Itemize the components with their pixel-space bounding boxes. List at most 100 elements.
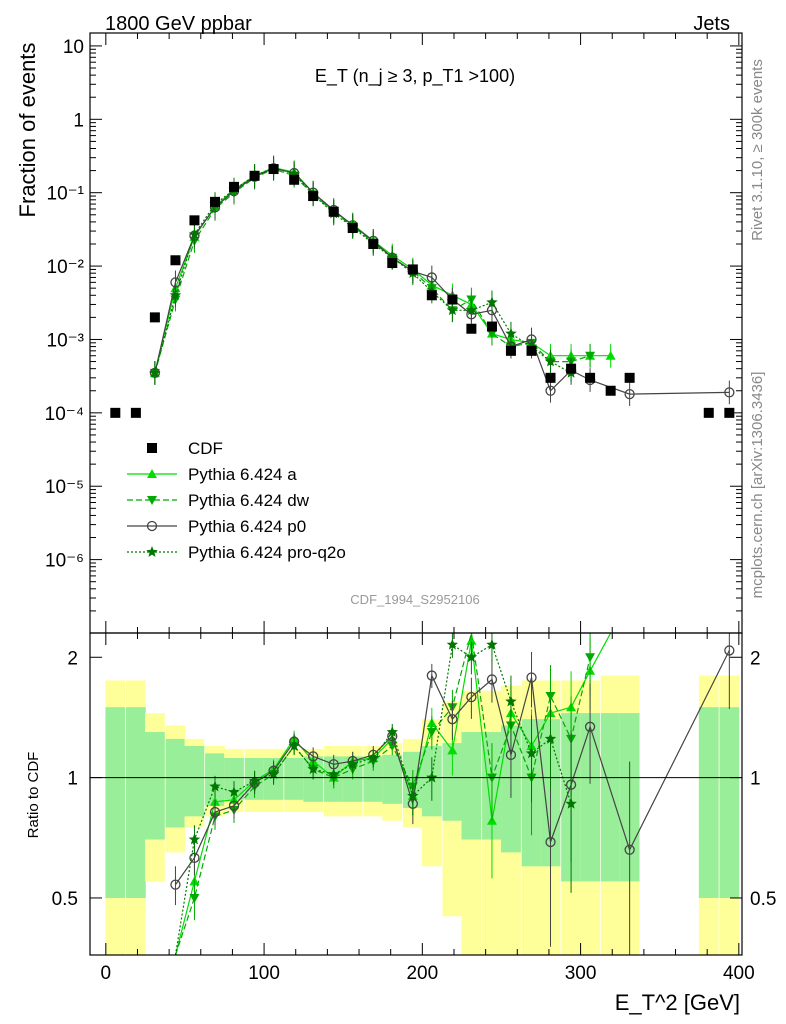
series-line	[154, 166, 572, 374]
x-tick-label: 200	[406, 963, 438, 984]
legend-label: CDF	[188, 439, 223, 458]
ratio-point	[209, 806, 221, 818]
ratio-y-tick-label: 2	[67, 648, 78, 669]
series-point	[486, 296, 498, 308]
series-point	[605, 350, 616, 360]
cdf-point	[724, 407, 735, 418]
ratio-point	[526, 672, 537, 683]
ratio-point	[505, 695, 517, 707]
ratio-point	[545, 836, 556, 848]
cdf-point	[505, 345, 516, 356]
cdf-point	[605, 385, 616, 396]
ratio-y-tick-label: 1	[67, 769, 78, 790]
ratio-y-tick-label-right: 0.5	[750, 889, 776, 910]
ratio-band-green	[442, 743, 463, 821]
cdf-point	[368, 238, 379, 249]
energy-label: 1800 GeV ppbar	[105, 13, 252, 35]
legend: CDF Pythia 6.424 a Pythia 6.424 dw Pythia 6…	[127, 439, 346, 562]
ratio-axis-title: Ratio to CDF	[25, 752, 42, 839]
ratio-point	[209, 780, 221, 792]
cdf-point	[289, 174, 300, 185]
cdf-data-points	[110, 164, 735, 418]
cdf-point	[624, 372, 635, 383]
ratio-point	[447, 714, 458, 725]
y-tick-label: 10⁻³	[47, 330, 85, 351]
legend-label: Pythia 6.424 a	[188, 465, 297, 484]
ratio-band-green	[698, 707, 719, 898]
y-tick-label: 10⁻⁴	[45, 404, 84, 425]
legend-marker	[146, 546, 158, 557]
ratio-series-group	[170, 632, 735, 956]
ratio-point	[267, 768, 280, 779]
ratio-band-green	[126, 707, 146, 898]
series-point	[585, 351, 596, 361]
ratio-band-green	[719, 707, 740, 898]
ratio-point	[525, 747, 538, 759]
cdf-point	[268, 164, 279, 175]
cdf-point	[110, 407, 121, 418]
legend-label: Pythia 6.424 pro-q2o	[188, 543, 346, 562]
cdf-point	[328, 206, 339, 217]
series-line	[154, 167, 730, 395]
ratio-band-green	[105, 707, 126, 898]
ratio-point	[328, 768, 340, 779]
y-tick-label: 10	[63, 37, 84, 58]
ratio-point	[466, 691, 477, 703]
ratio-band-green	[580, 713, 600, 882]
mcplots-label: mcplots.cern.ch [arXiv:1306.3436]	[749, 372, 766, 599]
cdf-point	[347, 223, 358, 234]
ratio-point	[189, 893, 200, 903]
cdf-point	[210, 196, 221, 207]
cdf-point	[426, 290, 437, 301]
ratio-point	[188, 833, 201, 845]
series-point	[505, 327, 517, 339]
y-tick-label: 10⁻⁶	[45, 551, 84, 572]
cdf-point	[466, 323, 477, 334]
legend-marker	[147, 496, 157, 505]
ratio-band-green	[144, 732, 165, 840]
y-tick-label: 10⁻⁵	[45, 477, 84, 498]
ratio-uncertainty-bands	[105, 675, 740, 955]
ratio-point	[407, 789, 419, 801]
x-tick-label: 100	[248, 963, 280, 984]
legend-marker	[146, 520, 158, 532]
ratio-point	[466, 635, 477, 645]
legend-marker	[147, 443, 157, 453]
rivet-version-label: Rivet 3.1.10, ≥ 300k events	[749, 59, 766, 241]
ratio-point	[724, 645, 735, 656]
series-point	[465, 304, 478, 316]
series-point	[169, 289, 182, 301]
series-point	[288, 168, 300, 179]
cdf-point	[170, 255, 181, 266]
ratio-band-green	[461, 732, 482, 840]
ratio-y-tick-label-right: 1	[750, 769, 761, 790]
chart-title: E_T (n_j ≥ 3, p_T1 >100)	[315, 66, 515, 87]
ratio-point	[446, 638, 459, 650]
x-tick-label: 0	[101, 963, 112, 984]
series-point	[149, 366, 161, 378]
ratio-point	[248, 775, 261, 786]
ratio-band-green	[165, 738, 186, 828]
ratio-point	[545, 692, 556, 702]
x-tick-label: 300	[565, 963, 597, 984]
ratio-band-green	[382, 754, 403, 804]
cdf-point	[189, 215, 200, 226]
ratio-point	[584, 721, 596, 732]
cdf-point	[229, 181, 240, 192]
main-series-group	[149, 155, 735, 406]
axes-group: 10 1 10⁻¹ 10⁻² 10⁻³ 10⁻⁴ 10⁻⁵ 10⁻⁶ 0.5 0.5 1 1 2 2 0 10…	[45, 32, 776, 984]
ratio-point	[228, 786, 240, 797]
y-axis-title: Fraction of events	[15, 43, 40, 218]
y-tick-label: 1	[73, 110, 84, 131]
analysis-id: CDF_1994_S2952106	[350, 592, 479, 607]
series-point	[624, 388, 635, 400]
x-axis-title: E_T^2 [GeV]	[615, 990, 740, 1015]
ratio-y-tick-label-right: 2	[750, 648, 761, 669]
ratio-band-green	[184, 745, 205, 817]
ratio-band-green	[284, 757, 305, 800]
ratio-point	[624, 844, 635, 855]
ratio-point	[347, 758, 359, 770]
ratio-point	[426, 670, 437, 681]
cdf-point	[585, 372, 596, 383]
ratio-plot-frame	[89, 632, 743, 956]
